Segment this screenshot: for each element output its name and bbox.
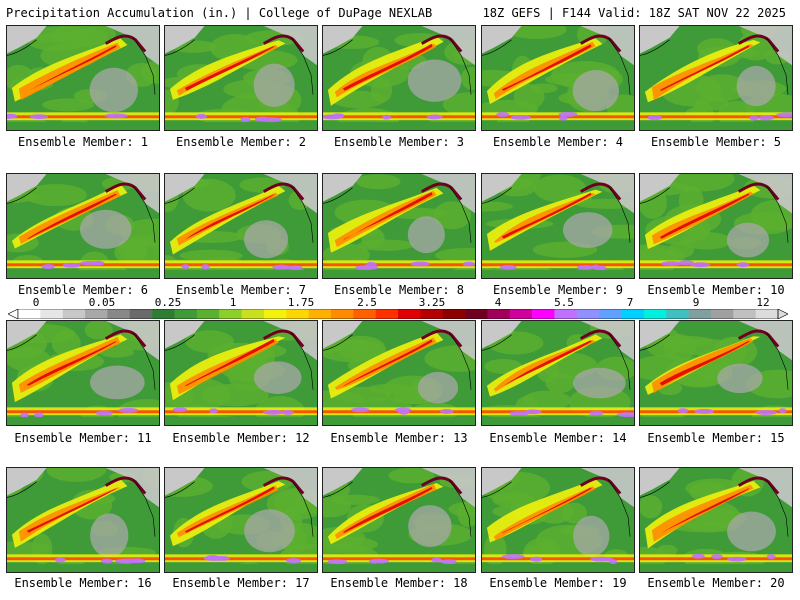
colorbar-swatch <box>196 309 220 319</box>
ensemble-map-12 <box>164 320 318 426</box>
ensemble-member-label: Ensemble Member: 1 <box>17 135 149 149</box>
colorbar-swatch <box>263 309 287 319</box>
colorbar-tick-label: 12 <box>756 296 770 309</box>
ensemble-map-18 <box>322 467 476 573</box>
colorbar-swatch <box>666 309 689 319</box>
ensemble-map-6 <box>6 173 160 279</box>
colorbar-swatch <box>688 309 712 319</box>
colorbar-tick-label: 0.25 <box>154 296 182 309</box>
colorbar-swatch <box>286 309 309 319</box>
colorbar-tick-label: 2.5 <box>357 296 377 309</box>
ensemble-member-label: Ensemble Member: 8 <box>333 283 465 297</box>
colorbar-swatch <box>465 309 488 319</box>
ensemble-map-15 <box>639 320 793 426</box>
colorbar-swatch <box>375 309 399 319</box>
ensemble-map-17 <box>164 467 318 573</box>
ensemble-member-label: Ensemble Member: 2 <box>175 135 307 149</box>
ensemble-map-10 <box>639 173 793 279</box>
colorbar-swatch <box>241 309 265 319</box>
ensemble-member-label: Ensemble Member: 20 <box>647 576 785 590</box>
ensemble-member-label: Ensemble Member: 7 <box>175 283 307 297</box>
ensemble-map-8 <box>322 173 476 279</box>
ensemble-map-7 <box>164 173 318 279</box>
colorbar-swatch <box>442 309 466 319</box>
ensemble-member-label: Ensemble Member: 17 <box>172 576 310 590</box>
colorbar-swatch <box>398 309 421 319</box>
ensemble-map-3 <box>322 25 476 131</box>
colorbar-swatch <box>40 309 63 319</box>
colorbar-swatch <box>330 309 354 319</box>
ensemble-map-11 <box>6 320 160 426</box>
ensemble-member-label: Ensemble Member: 10 <box>647 283 785 297</box>
ensemble-member-label: Ensemble Member: 13 <box>330 431 468 445</box>
colorbar-tick-label: 7 <box>626 296 634 309</box>
ensemble-member-label: Ensemble Member: 16 <box>14 576 152 590</box>
colorbar-swatch <box>599 309 622 319</box>
ensemble-member-label: Ensemble Member: 12 <box>172 431 310 445</box>
colorbar-swatch <box>308 309 332 319</box>
ensemble-map-16 <box>6 467 160 573</box>
colorbar-swatch <box>509 309 533 319</box>
ensemble-member-label: Ensemble Member: 19 <box>489 576 627 590</box>
colorbar-tick-label: 1 <box>229 296 237 309</box>
ensemble-member-label: Ensemble Member: 18 <box>330 576 468 590</box>
colorbar-min-arrow <box>8 309 19 319</box>
ensemble-map-4 <box>481 25 635 131</box>
ensemble-member-label: Ensemble Member: 6 <box>17 283 149 297</box>
colorbar-swatch <box>174 309 198 319</box>
colorbar-swatch <box>129 309 153 319</box>
ensemble-member-label: Ensemble Member: 4 <box>492 135 624 149</box>
ensemble-map-19 <box>481 467 635 573</box>
chart-title: Precipitation Accumulation (in.) | Colle… <box>6 6 433 20</box>
ensemble-map-5 <box>639 25 793 131</box>
ensemble-member-label: Ensemble Member: 14 <box>489 431 627 445</box>
ensemble-map-13 <box>322 320 476 426</box>
ensemble-map-9 <box>481 173 635 279</box>
colorbar-tick-label: 3.25 <box>418 296 446 309</box>
ensemble-map-2 <box>164 25 318 131</box>
colorbar-swatch <box>576 309 600 319</box>
colorbar-swatch <box>733 309 756 319</box>
run-valid-time: 18Z GEFS | F144 Valid: 18Z SAT NOV 22 20… <box>482 6 786 20</box>
precip-colorbar <box>8 309 788 319</box>
colorbar-tick-label: 1.75 <box>287 296 315 309</box>
colorbar-tick-label: 0.05 <box>88 296 116 309</box>
colorbar-swatch <box>755 309 779 319</box>
colorbar-max-arrow <box>777 309 788 319</box>
colorbar-swatch <box>353 309 376 319</box>
colorbar-swatch <box>85 309 108 319</box>
colorbar-swatch <box>62 309 86 319</box>
colorbar-swatch <box>107 309 131 319</box>
ensemble-member-label: Ensemble Member: 5 <box>650 135 782 149</box>
colorbar-swatch <box>621 309 645 319</box>
colorbar-tick-label: 0 <box>32 296 40 309</box>
ensemble-member-label: Ensemble Member: 9 <box>492 283 624 297</box>
ensemble-map-1 <box>6 25 160 131</box>
colorbar-tick-label: 4 <box>494 296 502 309</box>
colorbar-swatch <box>643 309 667 319</box>
colorbar-swatch <box>152 309 175 319</box>
colorbar-swatch <box>420 309 443 319</box>
ensemble-member-label: Ensemble Member: 3 <box>333 135 465 149</box>
colorbar-swatch <box>554 309 578 319</box>
colorbar-tick-label: 9 <box>692 296 700 309</box>
colorbar-swatch <box>487 309 511 319</box>
ensemble-map-14 <box>481 320 635 426</box>
colorbar-swatch <box>18 309 41 319</box>
ensemble-member-label: Ensemble Member: 15 <box>647 431 785 445</box>
ensemble-map-20 <box>639 467 793 573</box>
ensemble-member-label: Ensemble Member: 11 <box>14 431 152 445</box>
colorbar-swatch <box>710 309 734 319</box>
colorbar-swatch <box>219 309 242 319</box>
colorbar-tick-label: 5.5 <box>554 296 574 309</box>
colorbar-swatch <box>532 309 555 319</box>
